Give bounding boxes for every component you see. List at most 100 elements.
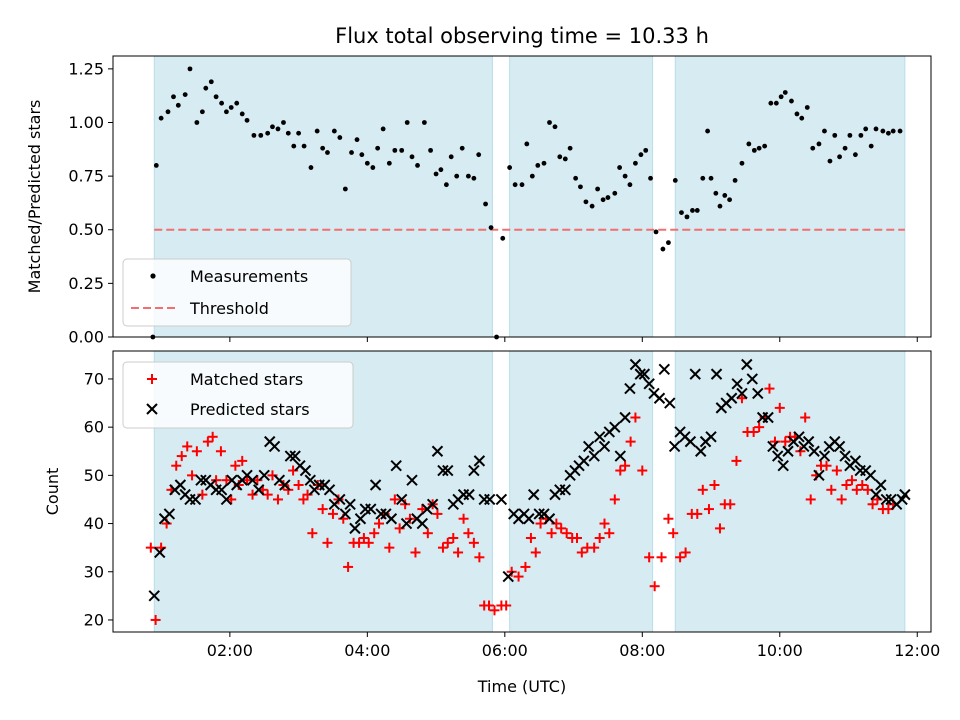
- matched-star-point: [625, 436, 636, 447]
- predicted-star-point-b: [725, 392, 738, 404]
- predicted-star-point: [559, 484, 572, 496]
- matched-star-point: [489, 605, 500, 616]
- predicted-star-point: [731, 378, 743, 390]
- bottom-y-axis-label: Count: [43, 468, 62, 516]
- measurement-point: [552, 124, 558, 130]
- predicted-star-point-b: [268, 440, 281, 453]
- measurement-point: [203, 85, 209, 91]
- matched-star-point: [215, 446, 226, 457]
- matched-star-point: [774, 402, 785, 413]
- matched-star-point: [374, 518, 385, 529]
- measurement-point: [589, 203, 595, 209]
- bottom-legend: Matched stars Predicted stars: [122, 361, 354, 429]
- measurement-point: [454, 173, 460, 179]
- matched-star-point: [410, 547, 421, 558]
- predicted-star-point-b: [349, 522, 361, 535]
- bot-y-tick-label: 60: [84, 418, 104, 437]
- measurement-point: [660, 246, 666, 252]
- predicted-star-point: [767, 440, 779, 453]
- measurement-point: [880, 128, 886, 134]
- predicted-star-point-b: [411, 513, 423, 525]
- predicted-star-point: [578, 455, 590, 467]
- predicted-star-point-b: [426, 498, 439, 510]
- predicted-star-point-b: [148, 590, 160, 602]
- measurement-point: [208, 79, 214, 85]
- matched-star-point: [437, 542, 448, 553]
- predicted-star-point-b: [899, 488, 911, 501]
- predicted-star-point: [658, 363, 670, 376]
- measurement-point: [165, 109, 171, 115]
- measurement-point: [314, 128, 320, 134]
- matched-star-point: [731, 455, 742, 466]
- bottom-y-ticks: 20 30 40 50 60 70: [84, 369, 113, 629]
- predicted-star-point: [802, 435, 815, 448]
- matched-star-point: [369, 528, 380, 539]
- measurement-point: [433, 171, 439, 177]
- predicted-star-point: [268, 440, 281, 453]
- matched-star-point: [754, 422, 765, 433]
- matched-star-point: [293, 479, 304, 490]
- predicted-star-point-b: [538, 508, 550, 520]
- predicted-star-point-b: [174, 479, 187, 491]
- measurement-point: [375, 145, 381, 151]
- predicted-star-point-b: [833, 440, 846, 453]
- bot-x-tick-label: 06:00: [482, 641, 528, 660]
- measurement-point: [782, 90, 788, 95]
- measurement-point: [713, 190, 719, 196]
- matched-star-point: [458, 513, 469, 524]
- predicted-star-point-b: [189, 493, 202, 506]
- predicted-star-point-b: [885, 493, 897, 506]
- measurement-point: [476, 152, 482, 158]
- measurement-point: [370, 165, 376, 170]
- matched-star-point: [484, 600, 495, 611]
- measurement-point: [573, 175, 579, 181]
- predicted-star-point-b: [629, 358, 642, 371]
- matched-star-point: [692, 508, 703, 519]
- legend-threshold-label: Threshold: [189, 299, 269, 318]
- bot-y-tick-label: 20: [84, 610, 104, 629]
- predicted-star-point: [527, 488, 540, 501]
- predicted-star-point-b: [495, 493, 508, 506]
- measurement-point: [421, 120, 427, 125]
- measurement-point: [617, 165, 623, 170]
- bot-x-tick-label: 08:00: [619, 641, 665, 660]
- matched-star-point: [800, 412, 811, 423]
- predicted-star-point-b: [705, 431, 717, 443]
- measurement-point: [399, 147, 405, 153]
- predicted-star-point-b: [294, 460, 306, 472]
- matched-star-point: [211, 475, 222, 486]
- measurement-point: [281, 120, 286, 125]
- predicted-star-point: [483, 493, 496, 506]
- measurement-point: [438, 167, 444, 173]
- matched-star-point: [656, 552, 667, 563]
- measurement-point: [595, 186, 601, 192]
- predicted-star-point-b: [609, 421, 621, 433]
- predicted-star-point: [354, 513, 367, 525]
- matched-star-point: [725, 499, 736, 510]
- predicted-star-point-b: [614, 450, 627, 462]
- measurement-point: [529, 173, 535, 179]
- legend-matched-label: Matched stars: [190, 370, 303, 389]
- measurement-point: [199, 109, 205, 115]
- predicted-star-point: [653, 392, 666, 404]
- predicted-star-point-b: [483, 493, 496, 506]
- predicted-star-point-b: [658, 363, 670, 376]
- measurement-point: [773, 100, 779, 106]
- top-legend-box: [122, 258, 352, 327]
- bot-y-tick-label: 40: [84, 514, 104, 533]
- measurement-point: [890, 128, 896, 134]
- measurement-point: [547, 120, 552, 125]
- predicted-star-point-b: [710, 368, 723, 380]
- matched-star-point: [221, 475, 232, 486]
- measurement-point: [827, 158, 833, 164]
- predicted-star-point: [593, 431, 606, 443]
- measurement-point: [799, 115, 805, 121]
- measurement-point: [386, 160, 392, 166]
- measurement-point: [465, 173, 471, 179]
- measurement-point: [837, 154, 842, 160]
- predicted-star-point-b: [502, 570, 514, 583]
- matched-star-point: [857, 479, 868, 490]
- predicted-star-point: [284, 450, 297, 462]
- matched-star-point: [468, 537, 479, 548]
- predicted-star-point-b: [258, 469, 270, 482]
